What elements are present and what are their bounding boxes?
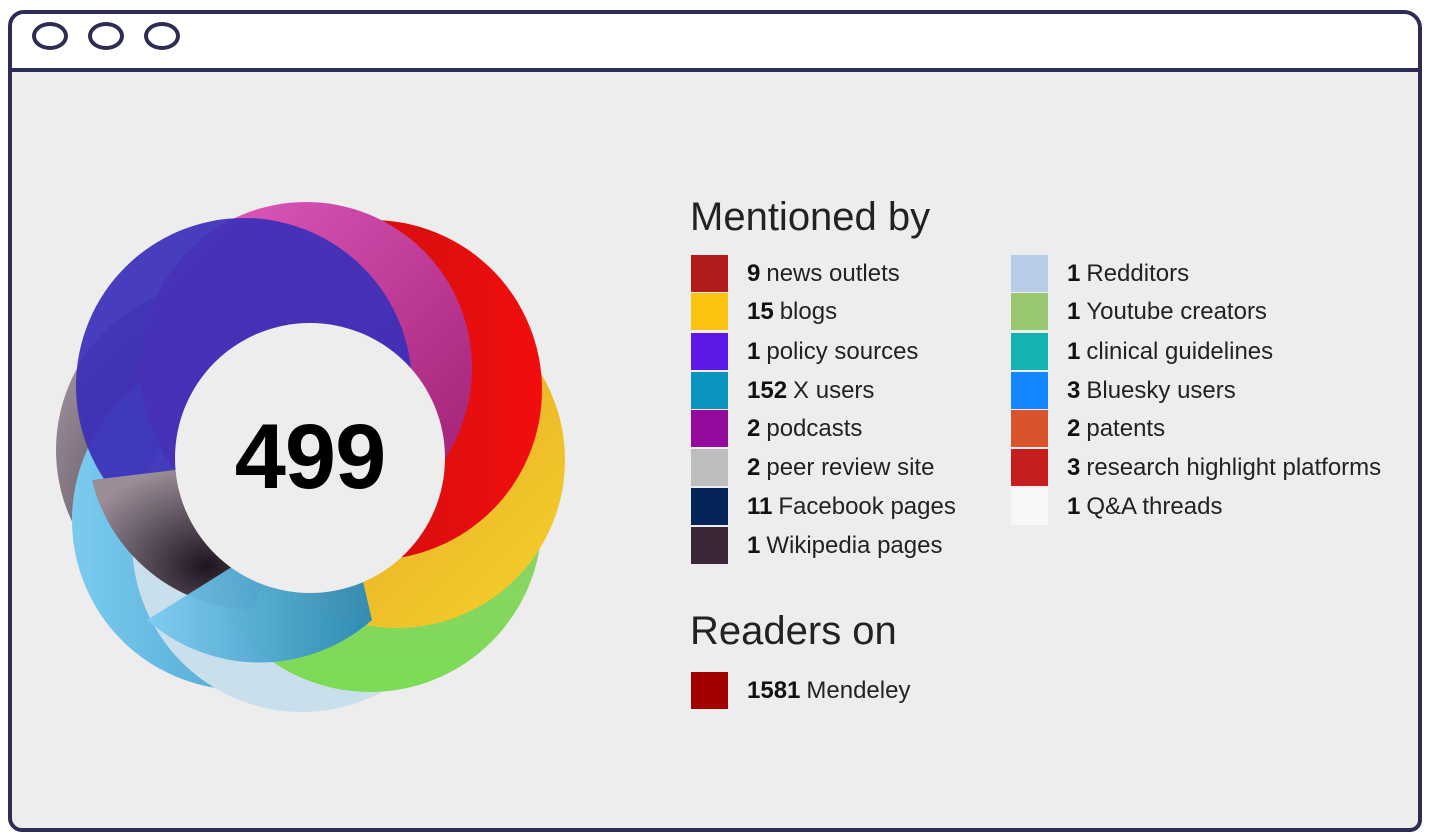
legend-swatch	[691, 410, 728, 447]
mention-item[interactable]: 1 Youtube creators	[1011, 293, 1267, 330]
legend-label: research highlight platforms	[1086, 453, 1382, 481]
legend-label: news outlets	[766, 259, 900, 287]
legend-swatch	[691, 293, 728, 330]
mention-item[interactable]: 3 Bluesky users	[1011, 372, 1236, 409]
window-control-maximize[interactable]	[144, 22, 180, 50]
legend-swatch	[691, 672, 728, 709]
legend-count: 2	[747, 453, 761, 481]
legend-count: 1	[747, 337, 761, 365]
legend-count: 152	[747, 376, 788, 404]
legend-label: podcasts	[766, 414, 863, 442]
legend-count: 9	[747, 259, 761, 287]
legend-text: 1 Wikipedia pages	[747, 532, 942, 560]
legend-text: 9 news outlets	[747, 260, 900, 288]
legend-text: 1 Youtube creators	[1067, 298, 1267, 326]
legend-text: 1 clinical guidelines	[1067, 338, 1273, 366]
legend-count: 11	[747, 492, 773, 520]
legend-count: 1	[1067, 492, 1081, 520]
window-titlebar	[12, 14, 1418, 72]
legend-label: clinical guidelines	[1086, 337, 1274, 365]
legend-label: Mendeley	[806, 676, 911, 704]
mention-item[interactable]: 1 Q&A threads	[1011, 488, 1222, 525]
legend-text: 2 podcasts	[747, 415, 862, 443]
legend-text: 1 policy sources	[747, 338, 918, 366]
legend-label: Facebook pages	[778, 492, 956, 520]
mention-item[interactable]: 152 X users	[691, 372, 874, 409]
legend-count: 3	[1067, 453, 1081, 481]
legend-count: 1581	[747, 676, 801, 704]
legend-swatch	[1011, 255, 1048, 292]
legend-text: 1 Q&A threads	[1067, 493, 1222, 521]
legend-count: 15	[747, 297, 774, 325]
legend-label: blogs	[779, 297, 838, 325]
mention-item[interactable]: 15 blogs	[691, 293, 837, 330]
legend-count: 3	[1067, 376, 1081, 404]
legend-swatch	[1011, 488, 1048, 525]
legend-label: policy sources	[766, 337, 919, 365]
legend-label: Wikipedia pages	[766, 531, 943, 559]
mention-item[interactable]: 2 podcasts	[691, 410, 862, 447]
legend-label: Q&A threads	[1086, 492, 1223, 520]
window-control-close[interactable]	[32, 22, 68, 50]
legend-swatch	[691, 333, 728, 370]
legend-text: 152 X users	[747, 377, 874, 405]
legend-label: X users	[793, 376, 875, 404]
legend-label: Youtube creators	[1086, 297, 1267, 325]
mention-item[interactable]: 1 policy sources	[691, 333, 918, 370]
mention-item[interactable]: 9 news outlets	[691, 255, 900, 292]
legend-text: 11 Facebook pages	[747, 493, 956, 521]
mention-item[interactable]: 1 Redditors	[1011, 255, 1189, 292]
window-control-minimize[interactable]	[88, 22, 124, 50]
readers-on-title: Readers on	[690, 609, 897, 653]
mention-item[interactable]: 11 Facebook pages	[691, 488, 956, 525]
mention-item[interactable]: 2 patents	[1011, 410, 1165, 447]
legend-count: 2	[1067, 414, 1081, 442]
legend-swatch	[1011, 293, 1048, 330]
legend-label: patents	[1086, 414, 1166, 442]
donut-center	[175, 323, 445, 593]
legend-swatch	[1011, 333, 1048, 370]
legend-swatch	[691, 488, 728, 525]
legend-text: 2 peer review site	[747, 454, 934, 482]
attention-donut	[56, 202, 565, 712]
legend-text: 15 blogs	[747, 298, 837, 326]
mention-item[interactable]: 1 clinical guidelines	[1011, 333, 1273, 370]
legend-label: Bluesky users	[1086, 376, 1236, 404]
mention-item[interactable]: 2 peer review site	[691, 449, 934, 486]
legend-swatch	[691, 449, 728, 486]
legend-count: 1	[1067, 297, 1081, 325]
legend-count: 2	[747, 414, 761, 442]
legend-swatch	[691, 527, 728, 564]
legend-label: peer review site	[766, 453, 935, 481]
attention-score: 499	[234, 405, 387, 508]
legend-text: 1 Redditors	[1067, 260, 1189, 288]
legend-swatch	[1011, 449, 1048, 486]
legend-text: 3 Bluesky users	[1067, 377, 1236, 405]
legend-swatch	[691, 372, 728, 409]
legend-text: 3 research highlight platforms	[1067, 454, 1381, 482]
legend-swatch	[1011, 372, 1048, 409]
legend-label: Redditors	[1086, 259, 1190, 287]
mention-item[interactable]: 3 research highlight platforms	[1011, 449, 1381, 486]
legend-count: 1	[1067, 337, 1081, 365]
legend-text: 2 patents	[1067, 415, 1165, 443]
legend-text: 1581 Mendeley	[747, 677, 910, 705]
legend-swatch	[1011, 410, 1048, 447]
mention-item[interactable]: 1 Wikipedia pages	[691, 527, 942, 564]
legend-count: 1	[747, 531, 761, 559]
mentioned-by-title: Mentioned by	[690, 195, 931, 239]
reader-item[interactable]: 1581 Mendeley	[691, 672, 910, 709]
legend-swatch	[691, 255, 728, 292]
legend-count: 1	[1067, 259, 1081, 287]
